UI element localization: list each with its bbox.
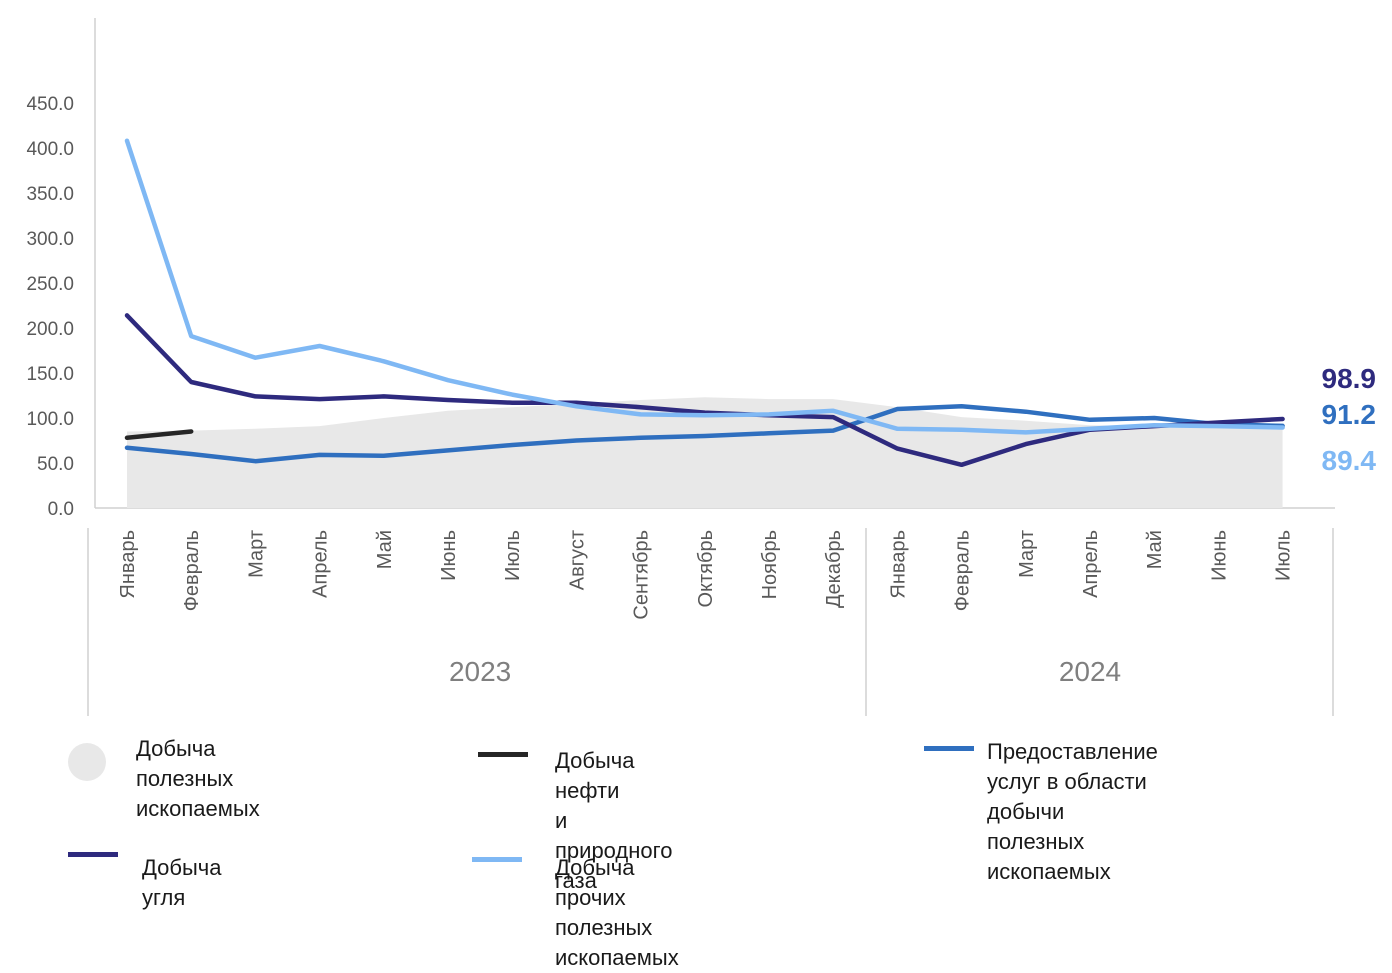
x-tick-label: Апрель [1080, 530, 1102, 598]
y-axis-ticks: 0.0 50.0 100.0 150.0 200.0 250.0 300.0 350.0 400… [26, 94, 74, 520]
legend-swatch-oil-gas [478, 752, 528, 757]
x-tick-label: Август [566, 530, 588, 590]
y-tick-label: 350.0 [26, 184, 74, 205]
x-tick-label: Июнь [1208, 530, 1230, 581]
axis-lines [87, 18, 1335, 716]
y-tick-label: 50.0 [37, 454, 74, 475]
legend-label-oil-gas: Добыча нефти и природного газа [555, 748, 673, 893]
legend-swatch-services [924, 746, 974, 751]
y-tick-label: 300.0 [26, 229, 74, 250]
legend-label-other: Добыча прочих полезных ископаемых [555, 855, 679, 970]
x-tick-label: Май [1144, 530, 1166, 569]
legend-swatch-other [472, 857, 522, 862]
x-axis-ticks: Январь Февраль Март Апрель Май Июнь Июль Август… [117, 530, 1295, 620]
x-tick-label: Ноябрь [759, 530, 781, 599]
x-tick-label: Июль [1273, 530, 1295, 581]
y-tick-label: 0.0 [48, 499, 74, 520]
x-tick-label: Июль [502, 530, 524, 581]
year-labels: 2023 2024 [449, 656, 1121, 687]
x-tick-label: Февраль [181, 530, 203, 611]
line-chart: 0.0 50.0 100.0 150.0 200.0 250.0 300.0 350.0 400… [26, 18, 1377, 716]
year-label: 2024 [1059, 656, 1121, 687]
end-label-other: 89.4 [1322, 445, 1377, 476]
x-tick-label: Март [245, 530, 267, 578]
legend-label-coal: Добыча угля [142, 855, 222, 910]
plot-area [124, 138, 1285, 508]
x-tick-label: Сентябрь [631, 530, 653, 620]
y-tick-label: 450.0 [26, 94, 74, 115]
end-label-coal: 98.9 [1322, 363, 1377, 394]
legend-label-mining: Добыча полезных ископаемых [136, 736, 260, 821]
x-tick-label: Март [1016, 530, 1038, 578]
x-tick-label: Июнь [438, 530, 460, 581]
x-tick-label: Январь [887, 530, 909, 599]
legend-swatch-coal [68, 852, 118, 857]
x-tick-label: Февраль [952, 530, 974, 611]
end-value-labels: 98.9 91.2 89.4 [1322, 363, 1377, 476]
y-tick-label: 250.0 [26, 274, 74, 295]
x-tick-label: Май [374, 530, 396, 569]
line-series-services [124, 404, 1285, 464]
legend-swatch-mining [68, 743, 106, 781]
x-tick-label: Декабрь [823, 530, 845, 608]
area-series-mining [127, 397, 1283, 508]
line-series-other [124, 138, 1285, 435]
y-tick-label: 200.0 [26, 319, 74, 340]
end-label-services: 91.2 [1322, 399, 1377, 430]
x-tick-label: Январь [117, 530, 139, 599]
x-tick-label: Апрель [310, 530, 332, 598]
y-tick-label: 400.0 [26, 139, 74, 160]
y-tick-label: 100.0 [26, 409, 74, 430]
x-tick-label: Октябрь [695, 530, 717, 608]
legend-label-services: Предоставление услуг в области добычи по… [987, 739, 1158, 884]
y-tick-label: 150.0 [26, 364, 74, 385]
line-series-oil_gas [124, 429, 194, 441]
year-label: 2023 [449, 656, 511, 687]
